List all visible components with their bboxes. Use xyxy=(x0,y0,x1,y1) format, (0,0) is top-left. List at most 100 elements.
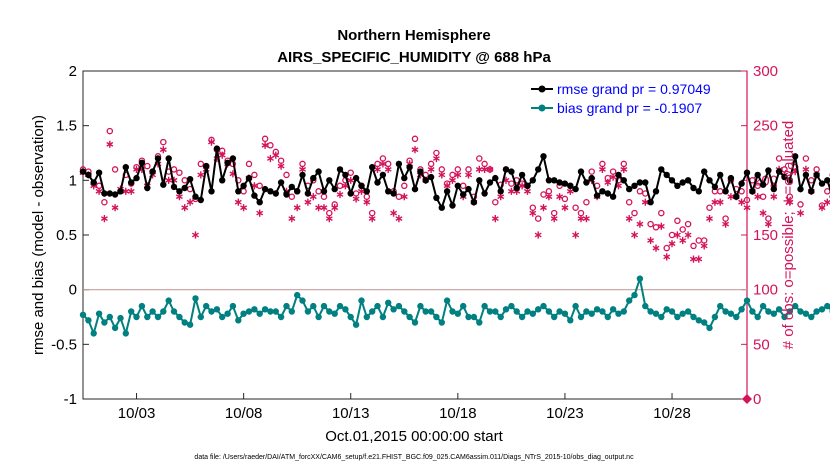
obs-evaluated-point xyxy=(771,193,777,200)
rmse-point xyxy=(797,186,803,192)
bias-point xyxy=(471,314,477,320)
rmse-point xyxy=(198,197,204,203)
rmse-point xyxy=(465,186,471,192)
bias-point xyxy=(139,303,145,309)
rmse-point xyxy=(80,168,86,174)
y-right-tick-label: 300 xyxy=(753,63,778,80)
rmse-point xyxy=(803,172,809,178)
rmse-point xyxy=(487,179,493,185)
rmse-point xyxy=(808,188,814,194)
rmse-point xyxy=(524,183,530,189)
rmse-point xyxy=(380,172,386,178)
bias-point xyxy=(358,297,364,303)
y-right-tick-label: 50 xyxy=(753,336,770,353)
bias-point xyxy=(294,292,300,298)
rmse-point xyxy=(717,172,723,178)
obs-evaluated-point xyxy=(797,210,803,217)
rmse-point xyxy=(449,202,455,208)
bias-point xyxy=(658,314,664,320)
rmse-point xyxy=(144,185,150,191)
chart-title: Northern Hemisphere xyxy=(337,27,490,44)
bias-point xyxy=(546,308,552,314)
bias-point xyxy=(321,303,327,309)
rmse-point xyxy=(390,190,396,196)
rmse-point xyxy=(171,184,177,190)
rmse-point xyxy=(283,191,289,197)
bias-point xyxy=(412,319,418,325)
rmse-point xyxy=(342,172,348,178)
rmse-point xyxy=(289,184,295,190)
rmse-point xyxy=(583,179,589,185)
rmse-point xyxy=(240,183,246,189)
bias-point xyxy=(342,306,348,312)
rmse-point xyxy=(160,182,166,188)
rmse-point xyxy=(305,190,311,196)
rmse-point xyxy=(112,191,118,197)
bias-point xyxy=(444,297,450,303)
x-tick-label: 10/28 xyxy=(653,405,691,422)
bias-point xyxy=(808,314,814,320)
rmse-point xyxy=(567,183,573,189)
rmse-point xyxy=(219,177,225,183)
bias-point xyxy=(235,317,241,323)
obs-evaluated-point xyxy=(760,210,766,217)
bias-point xyxy=(112,325,118,331)
bias-point xyxy=(551,314,557,320)
rmse-point xyxy=(396,161,402,167)
bias-point xyxy=(530,311,536,317)
bias-point xyxy=(305,308,311,314)
rmse-point xyxy=(401,175,407,181)
rmse-point xyxy=(214,145,220,151)
rmse-point xyxy=(91,179,97,185)
bias-point xyxy=(353,322,359,328)
rmse-point xyxy=(182,185,188,191)
y-right-tick-label: 0 xyxy=(753,391,761,408)
rmse-point xyxy=(176,188,182,194)
obs-possible-point xyxy=(761,194,766,199)
rmse-point xyxy=(96,170,102,176)
bias-point xyxy=(749,308,755,314)
bias-point xyxy=(214,306,220,312)
bias-point xyxy=(230,303,236,309)
bias-point xyxy=(374,303,380,309)
rmse-point xyxy=(498,188,504,194)
bias-point xyxy=(428,308,434,314)
rmse-point xyxy=(128,179,134,185)
bias-point xyxy=(80,312,86,318)
bias-point xyxy=(224,311,230,317)
obs-possible-point xyxy=(814,167,819,172)
rmse-point xyxy=(508,168,514,174)
rmse-point xyxy=(690,185,696,191)
bias-point xyxy=(701,319,707,325)
rmse-point xyxy=(481,190,487,196)
rmse-point xyxy=(428,174,434,180)
bias-point xyxy=(642,303,648,309)
bias-point xyxy=(273,308,279,314)
bias-point xyxy=(348,314,354,320)
legend-rmse-label: rmse grand pr = 0.97049 xyxy=(557,81,711,97)
bias-point xyxy=(123,330,129,336)
y-axis-right-label: # of obs: o=possible; ∗=evaluated xyxy=(780,121,797,350)
rmse-point xyxy=(530,177,536,183)
bias-point xyxy=(401,308,407,314)
rmse-point xyxy=(813,172,819,178)
bias-point xyxy=(337,303,343,309)
rmse-point xyxy=(412,186,418,192)
rmse-point xyxy=(224,160,230,166)
x-axis-label: Oct.01,2015 00:00:00 start xyxy=(325,428,503,445)
x-tick-label: 10/18 xyxy=(439,405,477,422)
rmse-point xyxy=(626,186,632,192)
bias-point xyxy=(690,314,696,320)
bias-point xyxy=(251,306,257,312)
bias-point xyxy=(819,306,825,312)
rmse-point xyxy=(230,155,236,161)
bias-point xyxy=(637,276,643,282)
rmse-point xyxy=(722,188,728,194)
bias-point xyxy=(390,306,396,312)
bias-point xyxy=(203,303,209,309)
rmse-point xyxy=(647,199,653,205)
rmse-point xyxy=(433,195,439,201)
bias-point xyxy=(455,311,461,317)
